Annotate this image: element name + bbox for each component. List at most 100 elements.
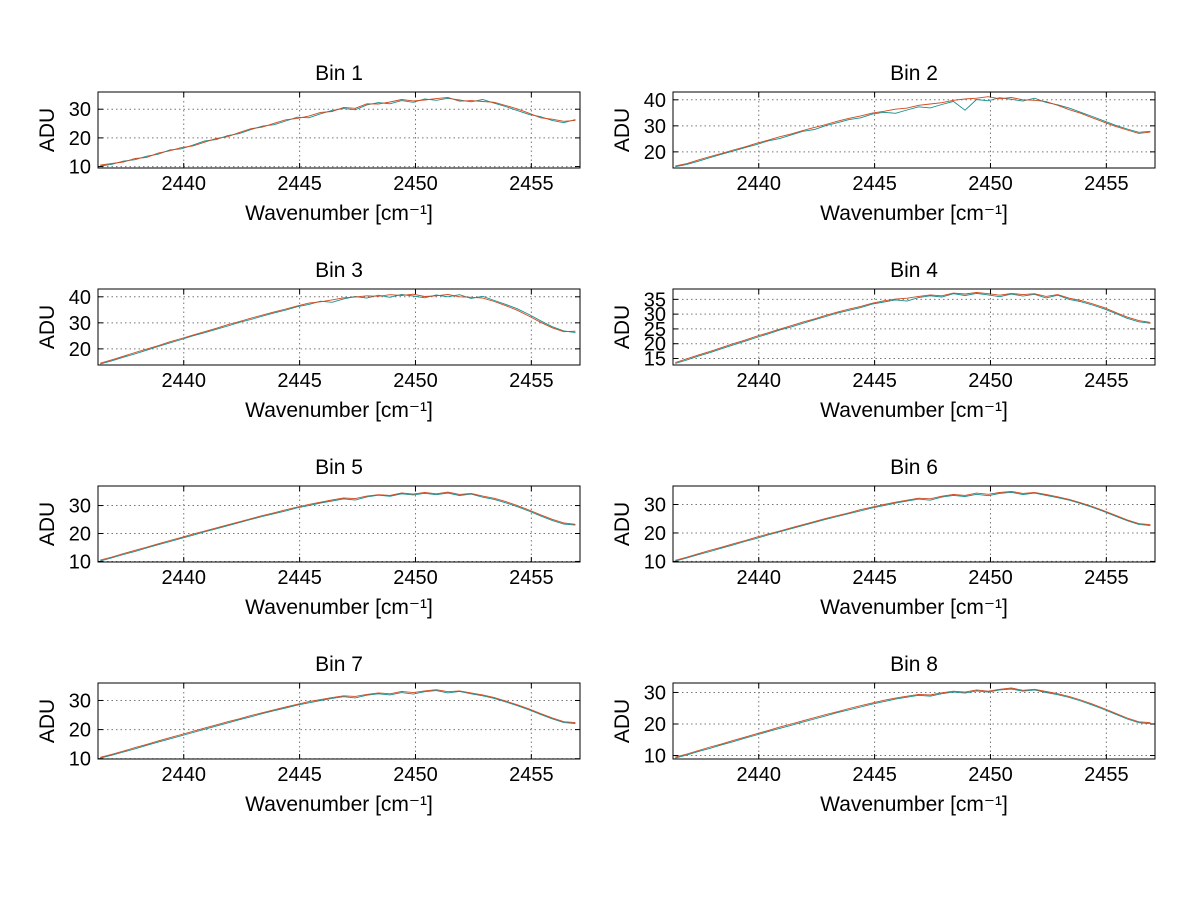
x-tick-label: 2440: [736, 370, 781, 392]
x-axis-label: Wavenumber [cm⁻¹]: [245, 202, 433, 225]
series-line-spectrum-teal: [675, 688, 1151, 759]
y-tick-label: 30: [69, 690, 91, 712]
x-tick-label: 2445: [277, 370, 322, 392]
x-tick-label: 2445: [852, 173, 897, 195]
y-tick-label: 10: [644, 746, 666, 768]
series-line-spectrum-teal: [675, 97, 1151, 168]
y-axis-label: ADU: [36, 108, 59, 152]
x-tick-label: 2440: [736, 764, 781, 786]
x-tick-label: 2445: [852, 567, 897, 589]
series-line-spectrum-orange: [100, 491, 576, 561]
x-axis-label: Wavenumber [cm⁻¹]: [820, 793, 1008, 816]
y-tick-label: 10: [644, 551, 666, 573]
x-tick-label: 2450: [968, 173, 1013, 195]
x-axis-label: Wavenumber [cm⁻¹]: [820, 202, 1008, 225]
plot-box: [672, 682, 1156, 760]
series-line-spectrum-teal: [100, 492, 576, 562]
y-tick-label: 20: [644, 334, 666, 356]
y-tick-label: 30: [644, 304, 666, 326]
x-tick-label: 2440: [161, 370, 206, 392]
y-axis-label: ADU: [611, 108, 634, 152]
y-tick-label: 10: [69, 749, 91, 771]
series-line-spectrum-teal: [675, 292, 1151, 364]
x-axis-label: Wavenumber [cm⁻¹]: [820, 596, 1008, 619]
x-tick-label: 2445: [277, 567, 322, 589]
y-tick-label: 20: [69, 524, 91, 546]
x-tick-label: 2455: [509, 567, 554, 589]
y-axis-label: ADU: [611, 502, 634, 546]
x-tick-label: 2440: [736, 567, 781, 589]
series-line-spectrum-teal: [100, 690, 576, 759]
chart-title: Bin 8: [890, 653, 938, 676]
y-tick-label: 40: [644, 90, 666, 112]
series-line-spectrum-teal: [100, 97, 576, 167]
plot-box: [97, 91, 581, 169]
chart-bin-7: 2440 2445 2450 2455 10 20 30 Bin 7 Wavenumber [c…: [20, 653, 595, 850]
y-tick-label: 20: [644, 523, 666, 545]
y-tick-label: 25: [644, 319, 666, 341]
x-tick-label: 2455: [509, 370, 554, 392]
chart-svg-bin-1: 2440 2445 2450 2455 10 20 30 Bin 1 Wavenumber [c…: [36, 62, 581, 225]
chart-bin-2: 2440 2445 2450 2455 20 30 40 Bin 2 Wavenumber [c…: [595, 62, 1170, 259]
y-tick-label: 30: [69, 99, 91, 121]
chart-bin-4: 2440 2445 2450 2455 15 20 25 30 35 Bin 4 Wavenumbe…: [595, 259, 1170, 456]
y-tick-label: 30: [644, 495, 666, 517]
chart-svg-bin-6: 2440 2445 2450 2455 10 20 30 Bin 6 Wavenumber [c…: [611, 456, 1156, 619]
charts-grid: 2440 2445 2450 2455 10 20 30 Bin 1 Wavenumber [c…: [20, 62, 1170, 850]
x-tick-label: 2450: [393, 764, 438, 786]
series-line-spectrum-orange: [675, 96, 1151, 167]
chart-bin-1: 2440 2445 2450 2455 10 20 30 Bin 1 Wavenumber [c…: [20, 62, 595, 259]
y-tick-label: 20: [69, 339, 91, 361]
plot-box: [97, 682, 581, 760]
x-tick-label: 2445: [277, 764, 322, 786]
x-axis-label: Wavenumber [cm⁻¹]: [245, 596, 433, 619]
x-tick-label: 2455: [1084, 567, 1129, 589]
chart-title: Bin 5: [315, 456, 363, 479]
x-tick-label: 2445: [852, 764, 897, 786]
x-tick-label: 2450: [393, 370, 438, 392]
series-line-spectrum-teal: [100, 294, 576, 365]
y-tick-label: 30: [69, 313, 91, 335]
x-tick-label: 2445: [852, 370, 897, 392]
plot-box: [97, 288, 581, 366]
x-axis-label: Wavenumber [cm⁻¹]: [820, 399, 1008, 422]
x-tick-label: 2450: [968, 764, 1013, 786]
x-tick-label: 2440: [736, 173, 781, 195]
x-tick-label: 2450: [393, 567, 438, 589]
x-tick-label: 2440: [161, 567, 206, 589]
chart-svg-bin-5: 2440 2445 2450 2455 10 20 30 Bin 5 Wavenumber [c…: [36, 456, 581, 619]
y-tick-label: 30: [644, 682, 666, 704]
x-tick-label: 2455: [1084, 764, 1129, 786]
y-tick-label: 10: [69, 551, 91, 573]
x-tick-label: 2450: [968, 567, 1013, 589]
x-tick-label: 2455: [1084, 173, 1129, 195]
y-axis-label: ADU: [36, 502, 59, 546]
y-tick-label: 30: [69, 496, 91, 518]
x-tick-label: 2450: [393, 173, 438, 195]
x-tick-label: 2455: [509, 764, 554, 786]
x-tick-label: 2450: [968, 370, 1013, 392]
chart-svg-bin-7: 2440 2445 2450 2455 10 20 30 Bin 7 Wavenumber [c…: [36, 653, 581, 816]
x-axis-label: Wavenumber [cm⁻¹]: [245, 793, 433, 816]
y-tick-label: 20: [644, 142, 666, 164]
plot-box: [672, 91, 1156, 169]
y-axis-label: ADU: [36, 305, 59, 349]
y-tick-label: 20: [644, 714, 666, 736]
y-tick-label: 35: [644, 289, 666, 311]
chart-title: Bin 7: [315, 653, 363, 676]
x-tick-label: 2455: [509, 173, 554, 195]
y-axis-label: ADU: [36, 699, 59, 743]
x-tick-label: 2440: [161, 764, 206, 786]
y-tick-label: 20: [69, 128, 91, 150]
y-axis-label: ADU: [611, 699, 634, 743]
plot-box: [672, 288, 1156, 366]
chart-bin-3: 2440 2445 2450 2455 20 30 40 Bin 3 Wavenumber [c…: [20, 259, 595, 456]
x-axis-label: Wavenumber [cm⁻¹]: [245, 399, 433, 422]
chart-title: Bin 4: [890, 259, 938, 282]
chart-title: Bin 3: [315, 259, 363, 282]
y-axis-label: ADU: [611, 305, 634, 349]
y-tick-label: 30: [644, 116, 666, 138]
y-tick-label: 20: [69, 720, 91, 742]
chart-title: Bin 1: [315, 62, 363, 85]
plot-box: [672, 485, 1156, 563]
